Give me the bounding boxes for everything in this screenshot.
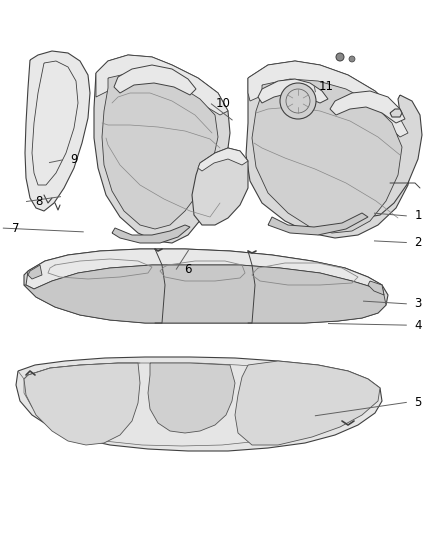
PathPatch shape [25, 51, 90, 211]
PathPatch shape [268, 213, 368, 235]
Text: 2: 2 [414, 236, 422, 249]
Text: 3: 3 [415, 297, 422, 310]
PathPatch shape [102, 73, 218, 229]
PathPatch shape [330, 91, 405, 123]
PathPatch shape [16, 357, 382, 451]
PathPatch shape [362, 95, 422, 217]
PathPatch shape [114, 65, 196, 95]
PathPatch shape [368, 281, 384, 295]
Text: 10: 10 [216, 98, 231, 110]
Text: 9: 9 [71, 154, 78, 166]
Circle shape [336, 53, 344, 61]
PathPatch shape [252, 79, 402, 233]
PathPatch shape [28, 265, 42, 279]
Text: 6: 6 [184, 263, 192, 276]
PathPatch shape [112, 225, 190, 243]
Text: 11: 11 [319, 80, 334, 93]
PathPatch shape [24, 265, 386, 323]
PathPatch shape [24, 363, 140, 445]
PathPatch shape [26, 249, 382, 289]
PathPatch shape [94, 55, 230, 243]
PathPatch shape [198, 148, 248, 171]
Text: 7: 7 [11, 222, 19, 235]
PathPatch shape [24, 249, 388, 323]
PathPatch shape [258, 79, 328, 103]
Circle shape [349, 56, 355, 62]
Text: 1: 1 [414, 209, 422, 222]
Text: 8: 8 [35, 195, 42, 208]
PathPatch shape [192, 148, 248, 225]
Text: 4: 4 [414, 319, 422, 332]
PathPatch shape [96, 55, 228, 115]
PathPatch shape [390, 109, 402, 117]
PathPatch shape [246, 61, 412, 238]
Circle shape [280, 83, 316, 119]
Text: 5: 5 [415, 396, 422, 409]
PathPatch shape [248, 61, 408, 137]
PathPatch shape [235, 361, 380, 445]
PathPatch shape [148, 363, 235, 433]
